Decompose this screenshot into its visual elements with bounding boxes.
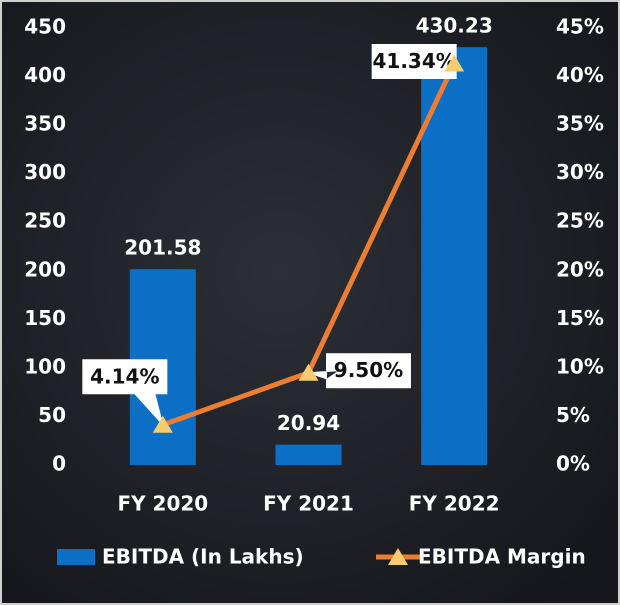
line-marker [444, 54, 465, 72]
y-tick-label: 50 [38, 403, 66, 427]
y-tick-label: 100 [24, 354, 66, 378]
bar-value-label: 201.58 [124, 236, 201, 260]
y-tick-label: 0 [52, 452, 66, 476]
y-tick-label: 450 [24, 15, 66, 39]
bar-value-label: 20.94 [277, 411, 340, 435]
y2-tick-label: 20% [556, 257, 604, 281]
y2-tick-label: 10% [556, 354, 604, 378]
legend-label: EBITDA (In Lakhs) [102, 545, 304, 569]
y-tick-label: 250 [24, 209, 66, 233]
legend-label: EBITDA Margin [418, 545, 586, 569]
callout-box [308, 353, 411, 389]
y-tick-label: 400 [24, 63, 66, 87]
legend-swatch [57, 549, 95, 565]
x-tick-label: FY 2022 [409, 492, 500, 516]
y2-tick-label: 5% [556, 403, 590, 427]
y-tick-label: 200 [24, 257, 66, 281]
bar [421, 47, 488, 466]
line-value-label: 4.14% [90, 364, 159, 388]
y2-tick-label: 40% [556, 63, 604, 87]
x-tick-label: FY 2021 [263, 492, 354, 516]
y-tick-label: 300 [24, 160, 66, 184]
line-marker [298, 363, 319, 381]
y2-tick-label: 0% [556, 452, 590, 476]
bar [275, 444, 342, 465]
y-tick-label: 350 [24, 112, 66, 136]
y2-tick-label: 15% [556, 306, 604, 330]
bar-value-label: 430.23 [416, 14, 493, 38]
line-value-label: 41.34% [373, 49, 456, 73]
y2-tick-label: 25% [556, 209, 604, 233]
y2-tick-label: 35% [556, 112, 604, 136]
x-tick-label: FY 2020 [117, 492, 208, 516]
line-value-label: 9.50% [334, 358, 403, 382]
y-tick-label: 150 [24, 306, 66, 330]
legend-marker [388, 548, 408, 565]
line-marker [152, 415, 173, 433]
y2-tick-label: 45% [556, 15, 604, 39]
y2-tick-label: 30% [556, 160, 604, 184]
